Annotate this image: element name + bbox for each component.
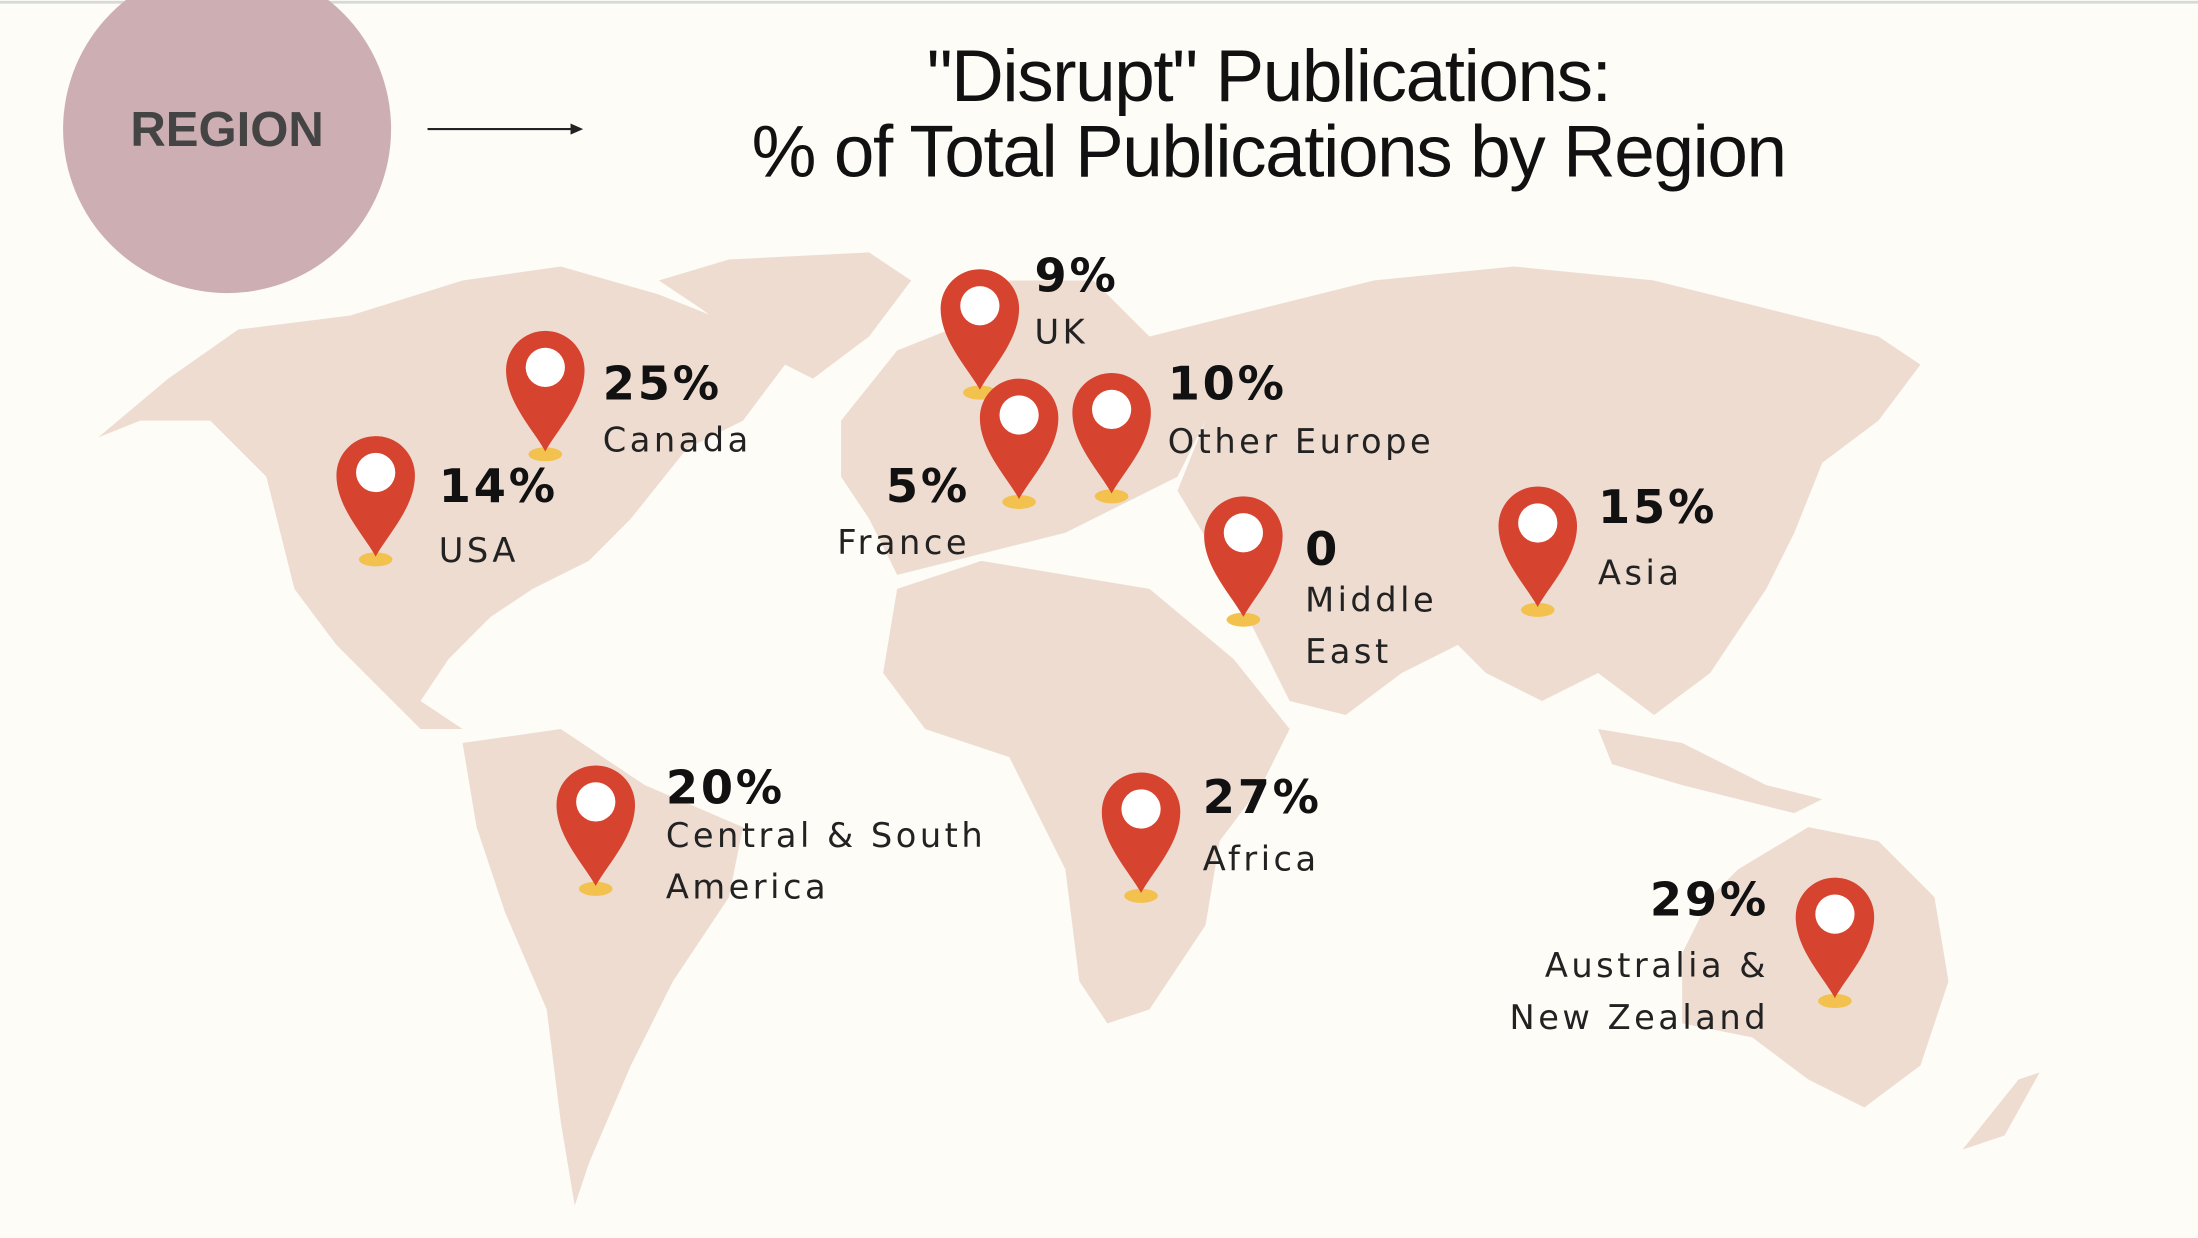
pin-body (1795, 877, 1875, 999)
marker-value: 29% (1650, 872, 1769, 926)
marker-label: Asia (1598, 554, 1683, 593)
pin-base (1124, 888, 1158, 903)
map-pin (979, 378, 1059, 509)
pin-body (336, 436, 415, 557)
map-pin (506, 330, 585, 462)
marker-label: France (837, 523, 970, 562)
pin-body (1498, 486, 1578, 608)
pin-body (1101, 772, 1181, 894)
marker-value: 14% (439, 459, 558, 513)
marker-label: Central & South (666, 816, 986, 855)
africa (883, 560, 1290, 1024)
marker-label: Middle (1305, 580, 1437, 619)
pin-base (578, 881, 613, 896)
marker-value: 9% (1035, 249, 1119, 303)
greenland (658, 252, 912, 379)
pin-dot (999, 395, 1039, 435)
pin-body (1204, 496, 1283, 617)
map-pin (940, 269, 1020, 400)
pin-body (940, 269, 1020, 390)
marker-label: America (666, 868, 829, 907)
pin-dot (525, 347, 565, 388)
map-pin (556, 765, 636, 896)
marker-label: USA (439, 531, 519, 570)
marker-value: 10% (1168, 357, 1287, 411)
pin-base (1002, 494, 1036, 509)
pin-body (979, 378, 1059, 500)
arabia (1233, 588, 1374, 716)
pin-body (506, 330, 585, 452)
pin-body (1072, 372, 1151, 494)
pin-base (528, 447, 563, 462)
map-pin (1101, 772, 1181, 903)
marker-label: Australia & (1545, 946, 1769, 985)
pin-dot (1223, 513, 1264, 553)
marker-label: Other Europe (1168, 422, 1434, 461)
pin-dot (1815, 894, 1855, 934)
badge-circle (63, 0, 392, 294)
marker-value: 15% (1598, 480, 1717, 534)
pin-base (1520, 602, 1555, 617)
pin-dot (1518, 503, 1558, 543)
marker-value: 27% (1203, 770, 1322, 824)
marker-label: New Zealand (1510, 998, 1770, 1037)
marker-value: 20% (666, 760, 785, 814)
pin-body (556, 765, 636, 887)
indonesia (1598, 729, 1823, 814)
map-pin (336, 436, 415, 567)
pin-base (1818, 993, 1852, 1008)
map-pin (1204, 496, 1283, 627)
pins (336, 269, 1875, 1008)
pin-base (358, 552, 393, 567)
pin-dot (960, 286, 1000, 326)
title-line: % of Total Publications by Region (752, 112, 1786, 193)
pin-dot (576, 782, 616, 822)
badge-label: REGION (130, 103, 323, 157)
marker-label: Africa (1203, 840, 1320, 879)
pin-dot (1121, 789, 1161, 829)
new-zealand (1962, 1072, 2040, 1150)
marker-value: 5% (886, 459, 970, 513)
pin-base (1094, 489, 1129, 504)
marker-value: 25% (603, 357, 722, 411)
marker-label: UK (1035, 313, 1089, 352)
south-america (462, 729, 743, 1206)
pin-dot (356, 452, 396, 493)
world-map (98, 252, 2040, 1206)
marker-label: East (1305, 632, 1392, 671)
title-line: "Disrupt" Publications: (927, 36, 1611, 117)
map-pin (1498, 486, 1578, 617)
map-pin (1072, 372, 1151, 504)
marker-label: Canada (603, 420, 752, 459)
arrow-head (570, 123, 584, 135)
marker-value: 0 (1305, 522, 1340, 576)
pin-base (1226, 612, 1261, 627)
map-pin (1795, 877, 1875, 1008)
pin-dot (1091, 389, 1132, 430)
north-america (98, 266, 785, 730)
